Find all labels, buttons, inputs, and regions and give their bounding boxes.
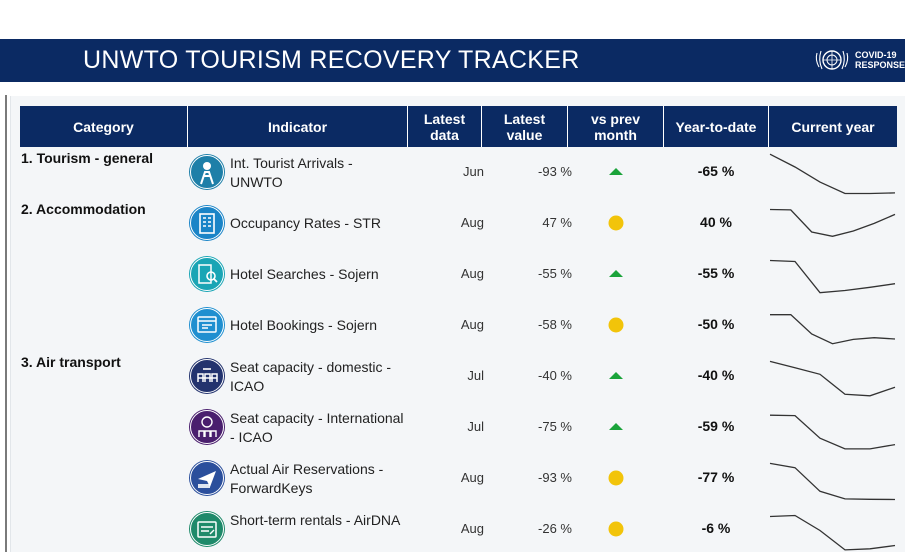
sparkline [769,360,896,397]
sparkline [769,462,896,501]
table-row[interactable]: Hotel Searches - Sojern Aug -55 % -55 % [20,249,897,300]
column-header-category[interactable]: Category [20,106,188,147]
year-to-date-cell: -59 % [697,418,735,434]
latest-data-cell: Jul [467,419,484,434]
table-row[interactable]: Actual Air Reservations - ForwardKeys Au… [20,453,897,504]
trend-up-icon [606,163,626,181]
sparkline-series [769,208,896,237]
column-header-vs-prev-month[interactable]: vs prev month [568,106,664,147]
column-header-year-to-date[interactable]: Year-to-date [664,106,769,147]
sparkline [769,259,896,294]
page-title: UNWTO TOURISM RECOVERY TRACKER [83,46,580,74]
indicator-cell: Hotel Searches - Sojern [230,266,379,282]
hotel-search-icon [189,256,225,292]
latest-value-cell: -93 % [538,164,572,179]
indicator-cell: Short-term rentals - AirDNA [230,512,401,528]
latest-data-cell: Aug [460,266,484,281]
latest-value-cell: -58 % [538,317,572,332]
column-header-latest-data[interactable]: Latest data [408,106,482,147]
latest-data-cell: Jul [467,368,484,383]
trend-neutral-icon [606,469,626,487]
sparkline-series [769,462,896,501]
table-row[interactable]: Hotel Bookings - Sojern Aug -58 % -50 % [20,300,897,351]
sparkline-series [769,414,896,450]
table-row[interactable]: Short-term rentals - AirDNA Aug -26 % -6… [20,504,897,555]
left-divider [5,95,7,552]
latest-data-cell: Aug [460,521,484,536]
latest-data-cell: Aug [460,470,484,485]
sparkline [769,208,896,237]
booked-plane-icon [189,460,225,496]
airplane-seats-icon [189,358,225,394]
indicator-cell: Int. Tourist Arrivals - UNWTO [230,155,353,190]
trend-up-icon [606,367,626,385]
latest-value-cell: 47 % [542,215,572,230]
trend-neutral-icon [606,214,626,232]
table-row[interactable]: 2. Accommodation Occupancy Rates - STR A… [20,198,897,249]
sparkline [769,514,896,551]
column-header-latest-value[interactable]: Latest value [482,106,568,147]
table-row[interactable]: 1. Tourism - general Int. Tourist Arriva… [20,147,897,198]
covid-response-badge: COVID-19 RESPONSE [813,45,905,75]
table-panel [10,96,905,552]
sparkline-series [769,514,896,551]
international-seats-icon [189,409,225,445]
sparkline-series [769,360,896,397]
sparkline-series [770,314,896,345]
badge-line-1: COVID-19 [854,50,897,60]
latest-data-cell: Jun [463,164,484,179]
category-cell: 2. Accommodation [21,201,146,217]
indicator-cell: Seat capacity - domestic - ICAO [230,359,392,394]
category-cell: 1. Tourism - general [21,150,153,166]
latest-value-cell: -55 % [538,266,572,281]
sparkline-series [769,153,896,195]
year-to-date-cell: -50 % [697,316,735,332]
table-row[interactable]: 3. Air transport Seat capacity - domesti… [20,351,897,402]
trend-neutral-icon [606,520,626,538]
year-to-date-cell: -6 % [701,520,731,536]
sparkline [769,153,896,195]
un-emblem-icon [815,50,849,70]
sparkline [770,314,896,345]
table-header: Category Indicator Latest data Latest va… [20,106,897,147]
latest-value-cell: -93 % [538,470,572,485]
year-to-date-cell: 40 % [700,214,732,230]
sparkline-series [769,259,896,294]
tourist-arrivals-icon [189,154,225,190]
latest-data-cell: Aug [460,317,484,332]
latest-value-cell: -40 % [538,368,572,383]
column-header-indicator[interactable]: Indicator [188,106,408,147]
year-to-date-cell: -77 % [697,469,735,485]
badge-line-2: RESPONSE [854,60,905,70]
year-to-date-cell: -40 % [697,367,735,383]
indicator-cell: Seat capacity - International - ICAO [230,410,404,445]
latest-data-cell: Aug [460,215,484,230]
trend-neutral-icon [606,316,626,334]
rental-home-icon [189,511,225,547]
year-to-date-cell: -65 % [697,163,735,179]
category-cell: 3. Air transport [21,354,121,370]
trend-up-icon [606,418,626,436]
latest-value-cell: -26 % [538,521,572,536]
latest-value-cell: -75 % [538,419,572,434]
trend-up-icon [606,265,626,283]
indicator-cell: Hotel Bookings - Sojern [230,317,378,333]
indicator-cell: Actual Air Reservations - ForwardKeys [230,461,384,496]
hotel-building-icon [189,205,225,241]
hotel-booking-icon [189,307,225,343]
table-row[interactable]: Seat capacity - International - ICAO Jul… [20,402,897,453]
column-header-current-year[interactable]: Current year [791,118,875,135]
sparkline [769,414,896,450]
indicator-cell: Occupancy Rates - STR [230,215,381,231]
title-banner: UNWTO TOURISM RECOVERY TRACKER COVID-19 … [0,39,905,82]
year-to-date-cell: -55 % [697,265,735,281]
